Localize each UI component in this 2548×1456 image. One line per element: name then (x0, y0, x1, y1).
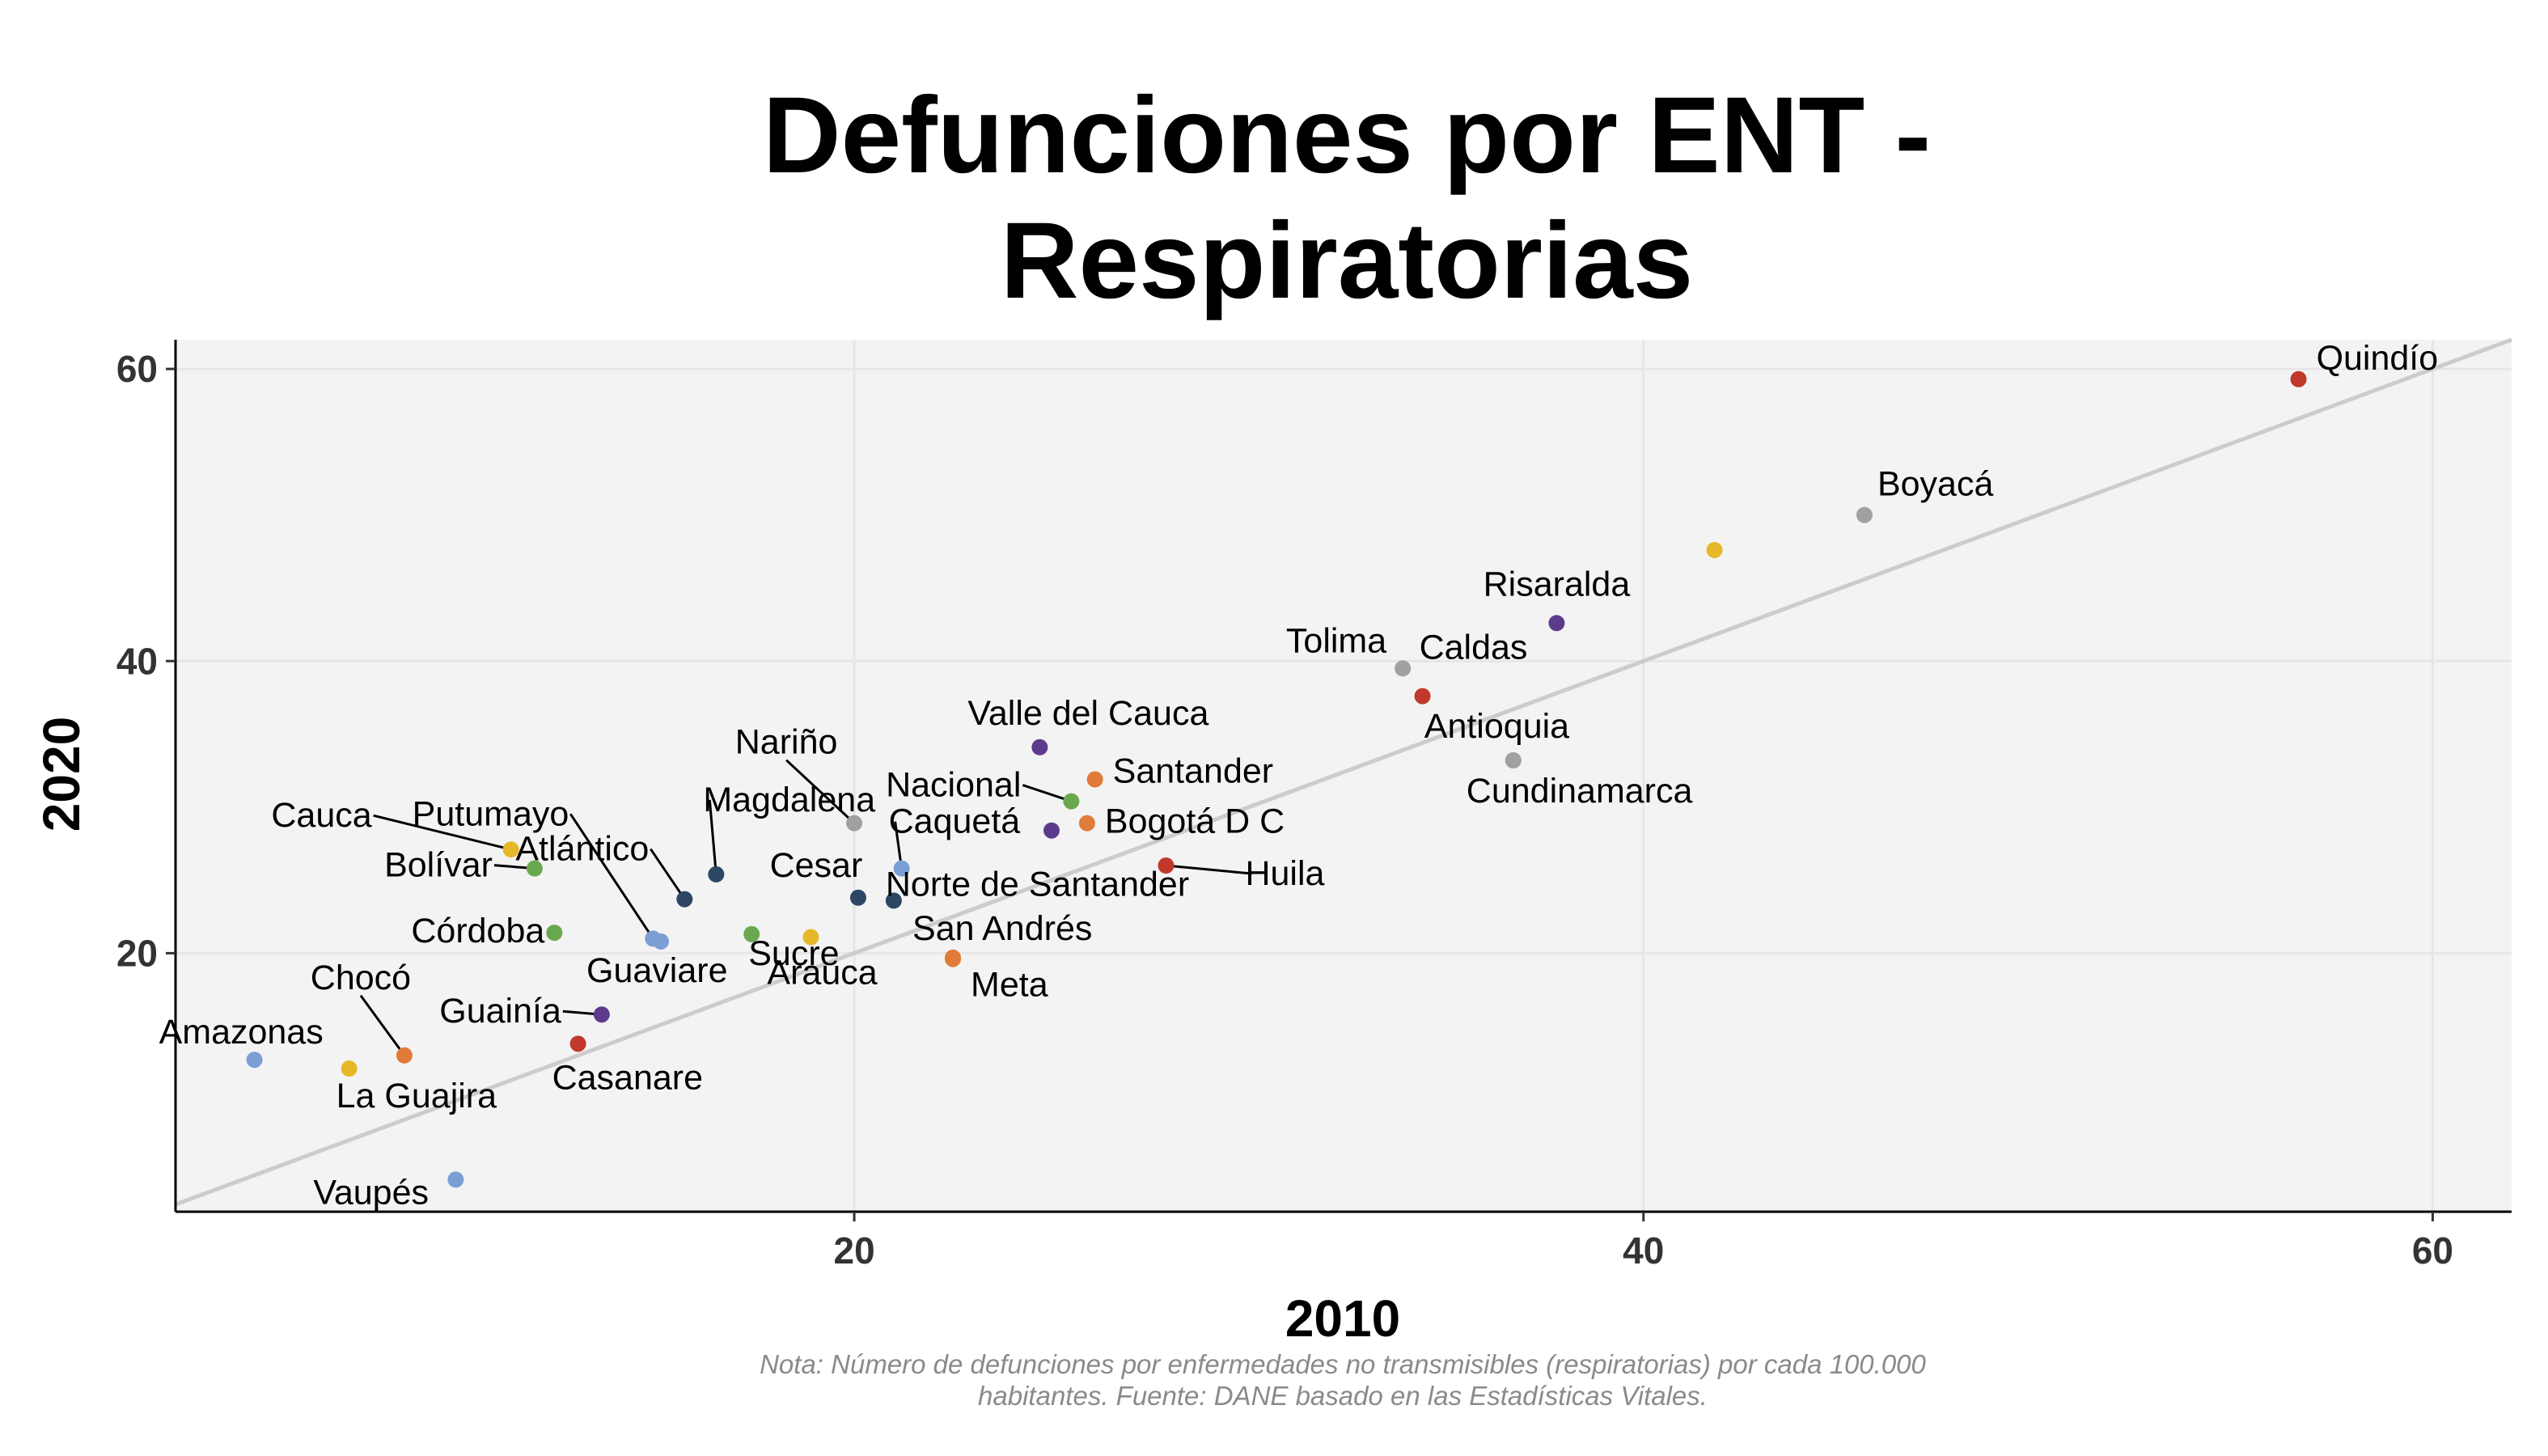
point-label-caqueta: Caquetá (889, 802, 1021, 841)
point-label-santander: Santander (1113, 752, 1273, 791)
point-labels: Quindío Boyacá Risaralda Tolima Caldas Antioq… (159, 339, 2439, 1213)
point-label-cesar: Cesar (770, 846, 863, 885)
y-tick-label: 20 (116, 932, 158, 974)
footnote-line-2: habitantes. Fuente: DANE basado en las E… (978, 1381, 1708, 1411)
data-point-santander (1086, 771, 1103, 788)
data-point-norte-de-santander (885, 892, 902, 909)
data-point-la-guajira (341, 1060, 358, 1077)
data-point-guaviare (653, 933, 670, 950)
point-label-nacional: Nacional (886, 766, 1021, 805)
y-axis-title: 2020 (32, 717, 91, 832)
data-point-choco (396, 1047, 413, 1064)
data-point-quindio (2290, 370, 2307, 387)
point-label-boyaca: Boyacá (1877, 465, 1994, 504)
point-label-vaupes: Vaupés (313, 1173, 429, 1212)
point-label-choco: Chocó (311, 959, 411, 997)
chart-title-line-2: Respiratorias (1001, 201, 1693, 321)
point-label-cundinamarca: Cundinamarca (1467, 772, 1693, 811)
data-point-bolivar (526, 860, 543, 877)
point-label-meta: Meta (971, 966, 1048, 1005)
chart-title-line-1: Defunciones por ENT - (763, 75, 1931, 196)
point-label-guainia: Guainía (439, 992, 561, 1031)
point-label-tolima: Tolima (1286, 621, 1386, 660)
point-label-amazonas: Amazonas (159, 1013, 324, 1052)
data-point-sucre (743, 925, 760, 942)
point-label-guaviare: Guaviare (586, 951, 727, 990)
data-point-casanare (569, 1035, 586, 1052)
point-label-sucre: Sucre (748, 934, 839, 973)
axis-ticks: 20 40 60 20 40 60 (116, 348, 2453, 1272)
data-point-risaralda (1548, 615, 1565, 632)
y-tick-label: 40 (116, 640, 158, 682)
point-label-atlantico: Atlántico (515, 830, 649, 869)
data-points (246, 370, 2307, 1188)
data-point-bogota-d-c (1078, 815, 1095, 832)
reference-line (175, 337, 2512, 1207)
data-point-arauca (802, 929, 819, 946)
point-label-valle-del-cauca: Valle del Cauca (967, 694, 1208, 733)
y-tick-label: 60 (116, 348, 158, 390)
point-label-norte-de-santander: Norte de Santander (886, 865, 1189, 904)
point-label-cordoba: Córdoba (411, 912, 544, 950)
point-label-caldas: Caldas (1420, 629, 1528, 667)
point-label-narino: Nariño (735, 723, 838, 762)
data-point-huila (1158, 857, 1175, 874)
point-label-risaralda: Risaralda (1484, 565, 1631, 603)
point-label-casanare: Casanare (552, 1058, 703, 1097)
point-label-san-andres: San Andrés (912, 909, 1092, 948)
data-point-cauca (502, 841, 519, 858)
leader-line-huila (1166, 864, 1252, 875)
point-label-magdalena: Magdalena (703, 781, 875, 819)
leader-line-magdalena (708, 799, 717, 875)
data-point-cordoba (546, 925, 563, 942)
x-tick-label: 20 (833, 1230, 874, 1272)
leader-line-narino (785, 759, 856, 824)
data-point-unlabeled (1706, 542, 1723, 559)
x-tick-label: 60 (2412, 1230, 2453, 1272)
data-point-narino (846, 815, 863, 832)
data-point-magdalena (708, 866, 725, 882)
data-point-valle-del-cauca (1031, 739, 1048, 756)
point-label-huila: Huila (1245, 854, 1324, 893)
x-axis-title: 2010 (1285, 1289, 1400, 1348)
point-label-quindio: Quindío (2317, 339, 2439, 378)
point-label-cauca: Cauca (271, 796, 371, 835)
data-point-atlantico (676, 891, 693, 908)
data-point-vaupes (447, 1171, 464, 1188)
data-point-caqueta (893, 860, 910, 877)
data-point-boyaca (1856, 506, 1873, 523)
data-point-cesar (849, 889, 866, 906)
point-label-antioquia: Antioquia (1424, 707, 1569, 746)
data-point-caldas (1414, 688, 1431, 705)
point-label-bogota-d-c: Bogotá D C (1105, 802, 1285, 841)
data-point-amazonas (246, 1052, 263, 1069)
data-point-unlabeled (1043, 822, 1060, 839)
point-label-bolivar: Bolívar (384, 846, 493, 885)
point-label-arauca: Arauca (767, 954, 877, 993)
leader-line-cauca (373, 814, 512, 851)
point-label-la-guajira: La Guajira (336, 1077, 497, 1115)
data-point-cundinamarca (1505, 752, 1522, 769)
data-point-tolima (1395, 660, 1412, 677)
data-point-nacional (1063, 793, 1080, 810)
footnote-line-1: Nota: Número de defunciones por enfermed… (760, 1349, 1926, 1379)
point-label-putumayo: Putumayo (413, 794, 569, 833)
data-point-guainia (593, 1006, 610, 1023)
leader-line-choco (359, 994, 406, 1056)
data-point-meta (945, 950, 962, 967)
leader-line-atlantico (650, 848, 686, 900)
x-tick-label: 40 (1623, 1230, 1664, 1272)
grid-lines (176, 340, 2512, 1212)
leader-line-nacional (1022, 784, 1072, 803)
leader-line-putumayo (569, 813, 654, 940)
